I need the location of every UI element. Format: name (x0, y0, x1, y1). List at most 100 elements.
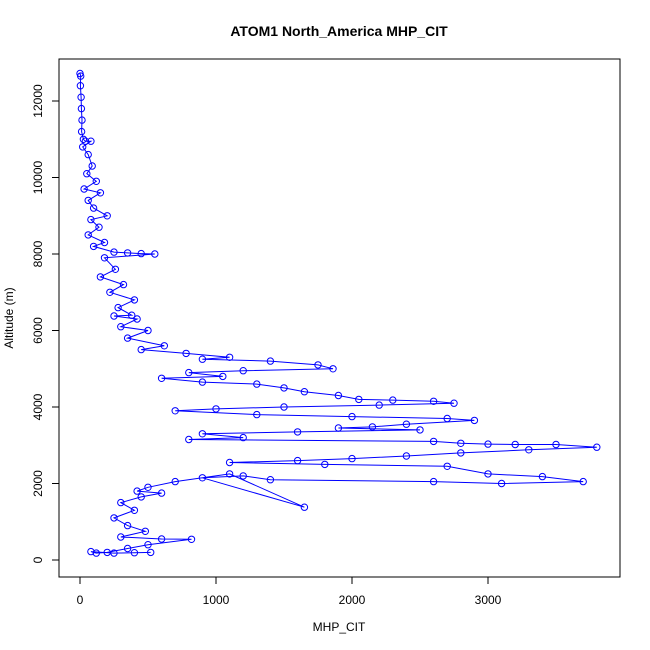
data-point (321, 460, 329, 469)
data-point (185, 368, 193, 377)
data-point (110, 312, 118, 320)
data-point (100, 238, 109, 247)
data-point (293, 456, 302, 465)
data-point (96, 273, 105, 281)
data-point (225, 470, 234, 478)
data-point (429, 477, 438, 486)
data-point (171, 407, 179, 415)
data-point (77, 93, 85, 101)
data-point (198, 474, 207, 482)
data-point (100, 254, 109, 262)
chart-title: ATOM1 North_America MHP_CIT (230, 23, 448, 39)
data-point (266, 357, 275, 365)
data-point (123, 249, 132, 257)
x-axis: 0 1000 2000 3000 (77, 576, 502, 607)
x-tick-label: 2000 (339, 593, 366, 607)
data-point (239, 472, 247, 480)
data-point (375, 401, 383, 409)
data-point (133, 315, 141, 323)
x-tick-label: 1000 (203, 593, 230, 607)
data-point (212, 405, 220, 413)
data-point (130, 296, 139, 304)
data-point (95, 223, 103, 231)
data-point (137, 249, 145, 258)
data-point (511, 440, 519, 449)
data-point (106, 288, 114, 296)
data-point (117, 323, 125, 331)
data-point (402, 452, 411, 460)
data-point (137, 345, 145, 354)
data-point (123, 521, 132, 530)
data-point (119, 280, 128, 289)
data-point (443, 414, 451, 423)
data-point (429, 397, 438, 405)
data-point (171, 477, 179, 486)
data-point (225, 458, 234, 467)
data-point (185, 435, 193, 444)
y-tick-label: 2000 (31, 470, 45, 497)
data-point (80, 185, 88, 193)
data-point (348, 412, 356, 421)
data-point (92, 177, 101, 186)
data-point (84, 150, 92, 159)
data-point (144, 541, 152, 549)
y-tick-label: 0 (31, 556, 45, 563)
y-tick-label: 8000 (31, 240, 45, 267)
data-point (253, 380, 261, 388)
data-point (368, 423, 377, 431)
data-point (110, 248, 118, 256)
data-point (280, 403, 288, 411)
x-tick-label: 0 (77, 593, 84, 607)
data-point (130, 506, 139, 514)
data-point (87, 215, 95, 224)
data-point (79, 135, 88, 144)
data-point (77, 72, 85, 80)
data-point (334, 424, 343, 432)
data-point (525, 446, 533, 454)
data-point (130, 549, 139, 557)
series-line (79, 73, 597, 554)
data-point (300, 388, 309, 396)
data-point (484, 470, 492, 478)
data-point (300, 503, 309, 511)
data-point (128, 311, 136, 319)
data-point (198, 378, 207, 386)
data-point (133, 487, 141, 495)
data-point (457, 449, 465, 457)
y-tick-label: 10000 (31, 160, 45, 194)
data-point (137, 493, 145, 501)
data-point (151, 250, 159, 258)
data-point (78, 116, 86, 124)
data-point (402, 420, 411, 428)
data-point (89, 204, 98, 212)
data-point (83, 170, 91, 178)
data-point (84, 196, 92, 205)
data-point (77, 127, 86, 136)
data-point (123, 544, 132, 553)
data-point (117, 533, 125, 541)
data-point (147, 548, 155, 557)
y-axis: 0 2000 4000 6000 8000 10000 12000 (31, 84, 60, 563)
data-point (110, 549, 118, 557)
data-point (77, 104, 86, 113)
y-axis-label: Altitude (m) (2, 287, 16, 348)
data-point (457, 439, 465, 447)
data-point (157, 374, 166, 382)
data-point (280, 384, 288, 392)
data-point (198, 355, 207, 363)
data-point (89, 242, 98, 251)
data-point (144, 483, 152, 491)
data-point (219, 372, 227, 381)
data-point (92, 549, 101, 557)
data-point (187, 535, 196, 543)
data-point (225, 353, 234, 361)
data-point (416, 426, 424, 434)
data-point (389, 396, 397, 404)
data-point (443, 462, 451, 470)
data-point (334, 391, 343, 400)
data-point (110, 514, 118, 522)
y-tick-label: 6000 (31, 317, 45, 344)
data-point (96, 189, 105, 197)
data-point (87, 547, 95, 556)
data-point (593, 443, 601, 451)
